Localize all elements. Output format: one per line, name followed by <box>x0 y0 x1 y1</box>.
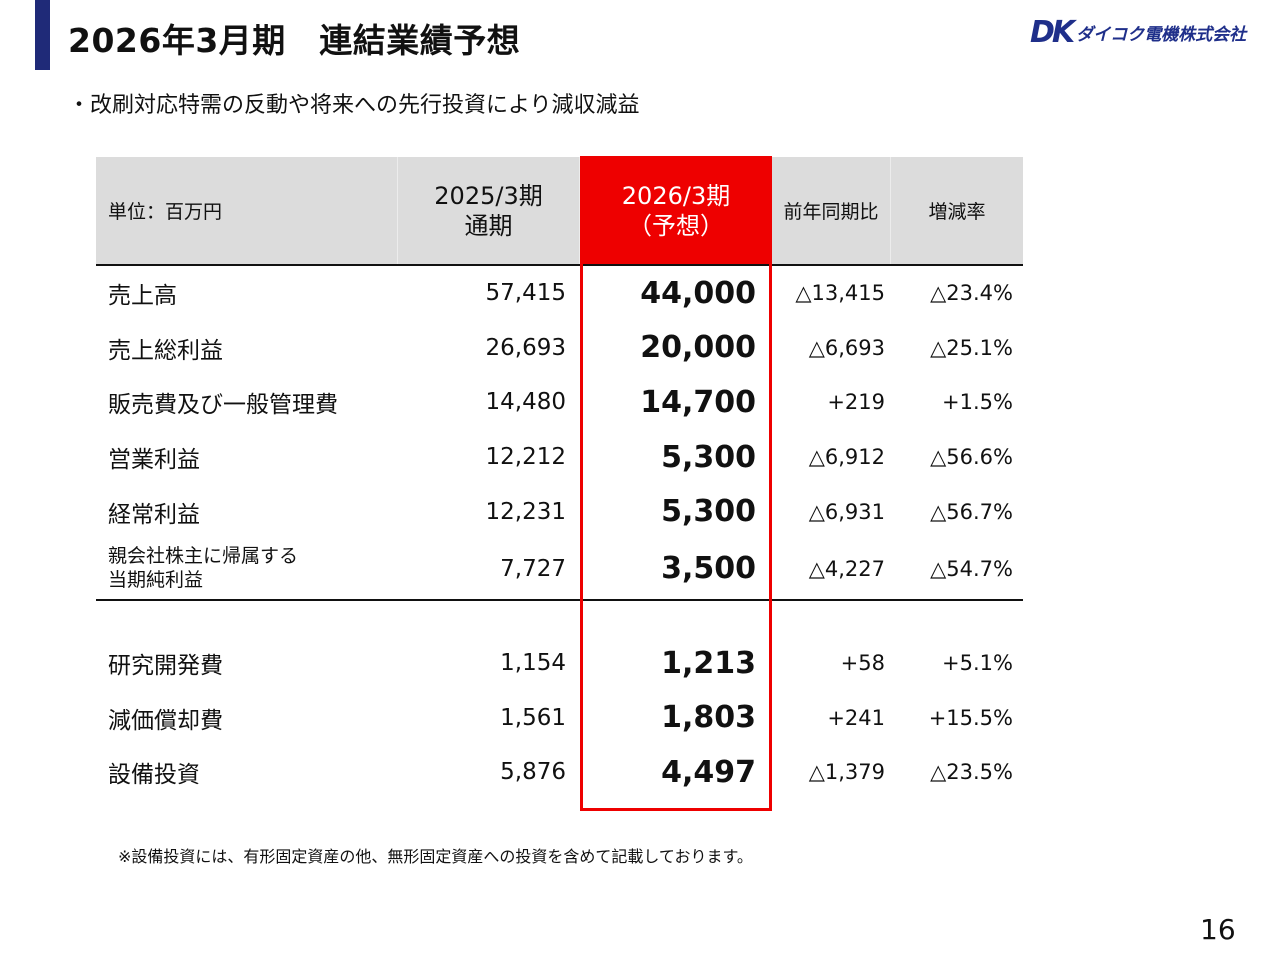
forecast-value: 1,213 <box>661 645 756 681</box>
change-rate-value: △25.1% <box>930 335 1013 360</box>
change-rate-value: △23.5% <box>930 760 1013 785</box>
change-rate-value: △54.7% <box>930 556 1013 581</box>
forecast-header-line1: 2026/3期 <box>621 181 731 210</box>
earnings-forecast-table: 単位：百万円 2025/3期 通期 2026/3期 （予想） 前年同期比 増減率… <box>96 157 1023 800</box>
prev-year-value: 1,561 <box>500 704 566 731</box>
table-row: 営業利益 12,212 5,300 △6,912 △56.6% <box>96 430 1023 485</box>
yoy-change-value: +58 <box>840 651 885 676</box>
prev-year-value: 57,415 <box>485 280 566 307</box>
table-header-row: 単位：百万円 2025/3期 通期 2026/3期 （予想） 前年同期比 増減率 <box>96 157 1023 266</box>
row-label: 減価償却費 <box>108 707 223 734</box>
row-label: 営業利益 <box>108 447 200 474</box>
yoy-change-value: △6,693 <box>808 335 885 360</box>
table-row: 研究開発費 1,154 1,213 +58 +5.1% <box>96 636 1023 691</box>
yoy-change-value: △13,415 <box>795 281 885 306</box>
row-label-line2: 当期純利益 <box>108 568 204 591</box>
yoy-change-value: +219 <box>827 390 885 415</box>
row-label: 売上高 <box>108 283 177 310</box>
table-row: 経常利益 12,231 5,300 △6,931 △56.7% <box>96 484 1023 539</box>
change-rate-value: △56.6% <box>930 445 1013 470</box>
table-row: 売上総利益 26,693 20,000 △6,693 △25.1% <box>96 321 1023 376</box>
forecast-value: 5,300 <box>661 494 756 530</box>
prev-year-value: 26,693 <box>485 334 566 361</box>
forecast-value: 5,300 <box>661 439 756 475</box>
forecast-value: 3,500 <box>661 551 756 587</box>
yoy-change-header: 前年同期比 <box>772 157 891 264</box>
row-label: 親会社株主に帰属する 当期純利益 <box>96 545 398 593</box>
change-rate-value: △23.4% <box>930 281 1013 306</box>
prev-year-header-line2: 通期 <box>464 211 513 240</box>
change-rate-value: +15.5% <box>928 705 1013 730</box>
row-label: 経常利益 <box>108 501 200 528</box>
group-spacer <box>96 601 1023 636</box>
change-rate-value: +5.1% <box>942 651 1013 676</box>
forecast-value: 4,497 <box>661 754 756 790</box>
logo-mark: DK <box>1030 14 1075 50</box>
forecast-value: 44,000 <box>640 275 756 311</box>
prev-year-header-line1: 2025/3期 <box>434 181 543 210</box>
prev-year-value: 1,154 <box>500 650 566 677</box>
table-row: 売上高 57,415 44,000 △13,415 △23.4% <box>96 266 1023 321</box>
income-statement-group: 売上高 57,415 44,000 △13,415 △23.4% 売上総利益 2… <box>96 266 1023 601</box>
company-logo: DK ダイコク電機株式会社 <box>1030 14 1246 50</box>
table-row: 設備投資 5,876 4,497 △1,379 △23.5% <box>96 745 1023 800</box>
change-rate-header: 増減率 <box>928 201 986 223</box>
prev-year-value: 14,480 <box>485 389 566 416</box>
row-label: 研究開発費 <box>108 653 223 680</box>
logo-text: ダイコク電機株式会社 <box>1076 24 1247 45</box>
change-rate-value: +1.5% <box>942 390 1013 415</box>
prev-year-value: 12,231 <box>485 498 566 525</box>
prev-year-header: 2025/3期 通期 <box>398 157 580 264</box>
row-label: 販売費及び一般管理費 <box>108 392 338 419</box>
forecast-value: 1,803 <box>661 700 756 736</box>
page-number: 16 <box>1200 913 1236 946</box>
forecast-header: 2026/3期 （予想） <box>580 157 772 264</box>
change-rate-value: △56.7% <box>930 499 1013 524</box>
prev-year-value: 7,727 <box>500 555 566 582</box>
unit-header: 単位：百万円 <box>96 157 398 264</box>
forecast-value: 20,000 <box>640 330 756 366</box>
table-row: 販売費及び一般管理費 14,480 14,700 +219 +1.5% <box>96 375 1023 430</box>
forecast-header-line2: （予想） <box>628 211 724 240</box>
forecast-value: 14,700 <box>640 384 756 420</box>
row-label: 売上総利益 <box>108 337 223 364</box>
row-label-line1: 親会社株主に帰属する <box>108 545 299 568</box>
row-label: 設備投資 <box>108 762 200 789</box>
prev-year-value: 5,876 <box>500 759 566 786</box>
summary-bullet: ・改刷対応特需の反動や将来への先行投資により減収減益 <box>68 93 640 118</box>
page-title: 2026年3月期 連結業績予想 <box>68 21 521 60</box>
table-row: 減価償却費 1,561 1,803 +241 +15.5% <box>96 691 1023 746</box>
yoy-change-value: △6,912 <box>808 445 885 470</box>
yoy-change-value: △6,931 <box>808 499 885 524</box>
prev-year-value: 12,212 <box>485 444 566 471</box>
yoy-change-value: +241 <box>827 705 885 730</box>
footnote: ※設備投資には、有形固定資産の他、無形固定資産への投資を含めて記載しております。 <box>118 847 753 866</box>
table-row: 親会社株主に帰属する 当期純利益 7,727 3,500 △4,227 △54.… <box>96 539 1023 599</box>
yoy-change-value: △1,379 <box>808 760 885 785</box>
yoy-change-value: △4,227 <box>808 556 885 581</box>
title-accent-bar <box>35 0 50 70</box>
investment-group: 研究開発費 1,154 1,213 +58 +5.1% 減価償却費 1,561 … <box>96 636 1023 800</box>
